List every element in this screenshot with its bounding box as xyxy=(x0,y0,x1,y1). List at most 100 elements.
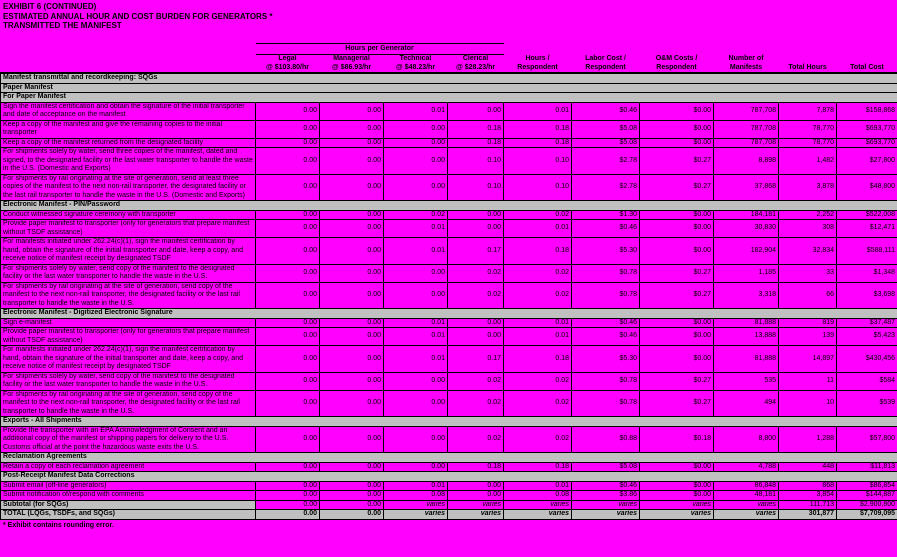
value-cell: 0.00 xyxy=(255,327,320,346)
value-cell: 0.00 xyxy=(446,101,505,121)
table-row: Provide paper manifest to transporter (o… xyxy=(0,219,897,238)
value-cell: 0.00 xyxy=(446,317,505,328)
table-row: For shipments by rail originating at the… xyxy=(0,281,897,309)
column-header: Legal @ $103.80/hr xyxy=(265,55,310,71)
value-cell: $144,887 xyxy=(836,490,897,501)
value-cell: 787,708 xyxy=(713,101,780,121)
value-cell: 0.01 xyxy=(503,480,573,491)
table-row: Provide paper manifest to transporter (o… xyxy=(0,327,897,346)
value-cell: 0.02 xyxy=(503,263,573,283)
value-cell: varies xyxy=(503,509,573,520)
value-cell: 0.00 xyxy=(255,509,320,520)
table-row: Submit email (off-line generators) 0.00 0.… xyxy=(0,480,897,491)
row-label: Keep a copy of the manifest returned fro… xyxy=(0,137,256,148)
value-cell: $0.27 xyxy=(639,281,715,309)
value-cell: 0.02 xyxy=(503,281,573,309)
table-row: For shipments by rail originating at the… xyxy=(0,173,897,201)
value-cell: 0.00 xyxy=(255,490,320,501)
value-cell: $1.30 xyxy=(571,209,641,220)
value-cell: 0.18 xyxy=(503,237,573,265)
value-cell: $1,348 xyxy=(836,263,897,283)
value-cell: 0.00 xyxy=(319,389,384,417)
value-cell: 2,252 xyxy=(778,209,838,220)
value-cell: 0.00 xyxy=(255,173,320,201)
table-row: Conduct witnessed signature ceremony wit… xyxy=(0,209,897,220)
value-cell: 819 xyxy=(778,317,838,328)
value-cell: 0.18 xyxy=(446,461,505,472)
value-cell: 0.18 xyxy=(503,137,573,148)
value-cell: $86,854 xyxy=(836,480,897,491)
value-cell: 0.00 xyxy=(319,371,384,391)
value-cell: $0.78 xyxy=(571,281,641,309)
value-cell: $0.00 xyxy=(639,317,715,328)
value-cell: 0.00 xyxy=(255,101,320,121)
header-spacer xyxy=(504,43,897,55)
value-cell: 0.00 xyxy=(319,173,384,201)
value-cell: 0.00 xyxy=(255,263,320,283)
table-row: Provide the transporter with an EPA Ackn… xyxy=(0,425,897,453)
value-cell: 0.00 xyxy=(383,371,448,391)
row-label: Subtotal (for SQGs) xyxy=(0,499,256,510)
value-cell: $693,770 xyxy=(836,119,897,139)
row-label: For shipments by rail originating at the… xyxy=(0,389,256,417)
value-cell: 0.02 xyxy=(503,389,573,417)
value-cell: $0.00 xyxy=(639,490,715,501)
column-header: Total Cost xyxy=(850,63,884,71)
value-cell: 81,888 xyxy=(713,345,780,373)
value-cell: 868 xyxy=(778,480,838,491)
table-row: For manifests initiated under 262.24(c)(… xyxy=(0,237,897,265)
value-cell: 0.17 xyxy=(446,345,505,373)
value-cell: $0.00 xyxy=(639,461,715,472)
value-cell: 0.00 xyxy=(319,147,384,175)
section-label: Post-Receipt Manifest Data Corrections xyxy=(0,471,897,482)
section-label: Manifest transmittal and recordkeeping: … xyxy=(0,72,897,84)
row-label: For shipments by rail originating at the… xyxy=(0,173,256,201)
value-cell: 0.00 xyxy=(383,281,448,309)
value-cell: 0.00 xyxy=(255,219,320,238)
value-cell: 184,181 xyxy=(713,209,780,220)
value-cell: 0.00 xyxy=(446,209,505,220)
value-cell: 139 xyxy=(778,327,838,346)
value-cell: 0.00 xyxy=(255,425,320,453)
value-cell: 3,854 xyxy=(778,490,838,501)
column-header: Labor Cost / Respondent xyxy=(585,55,626,71)
value-cell: 0.00 xyxy=(446,480,505,491)
value-cell: 0.00 xyxy=(255,461,320,472)
section-row: For Paper Manifest xyxy=(0,92,897,103)
value-cell: $2.78 xyxy=(571,147,641,175)
value-cell: $0.00 xyxy=(639,345,715,373)
row-label: For manifests initiated under 262.24(c)(… xyxy=(0,345,256,373)
value-cell: 3,878 xyxy=(778,173,838,201)
value-cell: $0.00 xyxy=(639,209,715,220)
value-cell: $2,900,800 xyxy=(836,499,897,510)
table-row: Retain a copy of each reclamation agreem… xyxy=(0,461,897,472)
value-cell: 4,788 xyxy=(713,461,780,472)
value-cell: 0.10 xyxy=(446,147,505,175)
section-row: Post-Receipt Manifest Data Corrections xyxy=(0,471,897,482)
value-cell: $539 xyxy=(836,389,897,417)
value-cell: 494 xyxy=(713,389,780,417)
value-cell: 787,708 xyxy=(713,137,780,148)
value-cell: $5.08 xyxy=(571,137,641,148)
value-cell: 0.02 xyxy=(503,209,573,220)
subtotal-row: Subtotal (for SQGs) 0.00 0.00 varies varies v… xyxy=(0,499,897,510)
value-cell: $584 xyxy=(836,371,897,391)
column-header: Hours / Respondent xyxy=(517,55,558,71)
total-row: TOTAL (LQGs, TSDFs, and SQGs) 0.00 0.00 var… xyxy=(0,509,897,520)
value-cell: $3,698 xyxy=(836,281,897,309)
value-cell: $430,456 xyxy=(836,345,897,373)
value-cell: 0.02 xyxy=(383,209,448,220)
value-cell: 0.00 xyxy=(255,237,320,265)
row-label: Submit notification of/respond with comm… xyxy=(0,490,256,501)
column-header: O&M Costs / Respondent xyxy=(655,55,698,71)
column-header-row: Legal @ $103.80/hr Managerial @ $86.93/hr Te… xyxy=(1,55,897,74)
value-cell: 81,888 xyxy=(713,317,780,328)
value-cell: 1,482 xyxy=(778,147,838,175)
value-cell: 0.00 xyxy=(255,371,320,391)
value-cell: $11,813 xyxy=(836,461,897,472)
value-cell: varies xyxy=(503,499,573,510)
value-cell: 8,898 xyxy=(713,147,780,175)
value-cell: 0.01 xyxy=(503,101,573,121)
value-cell: $0.00 xyxy=(639,480,715,491)
value-cell: 0.00 xyxy=(383,263,448,283)
